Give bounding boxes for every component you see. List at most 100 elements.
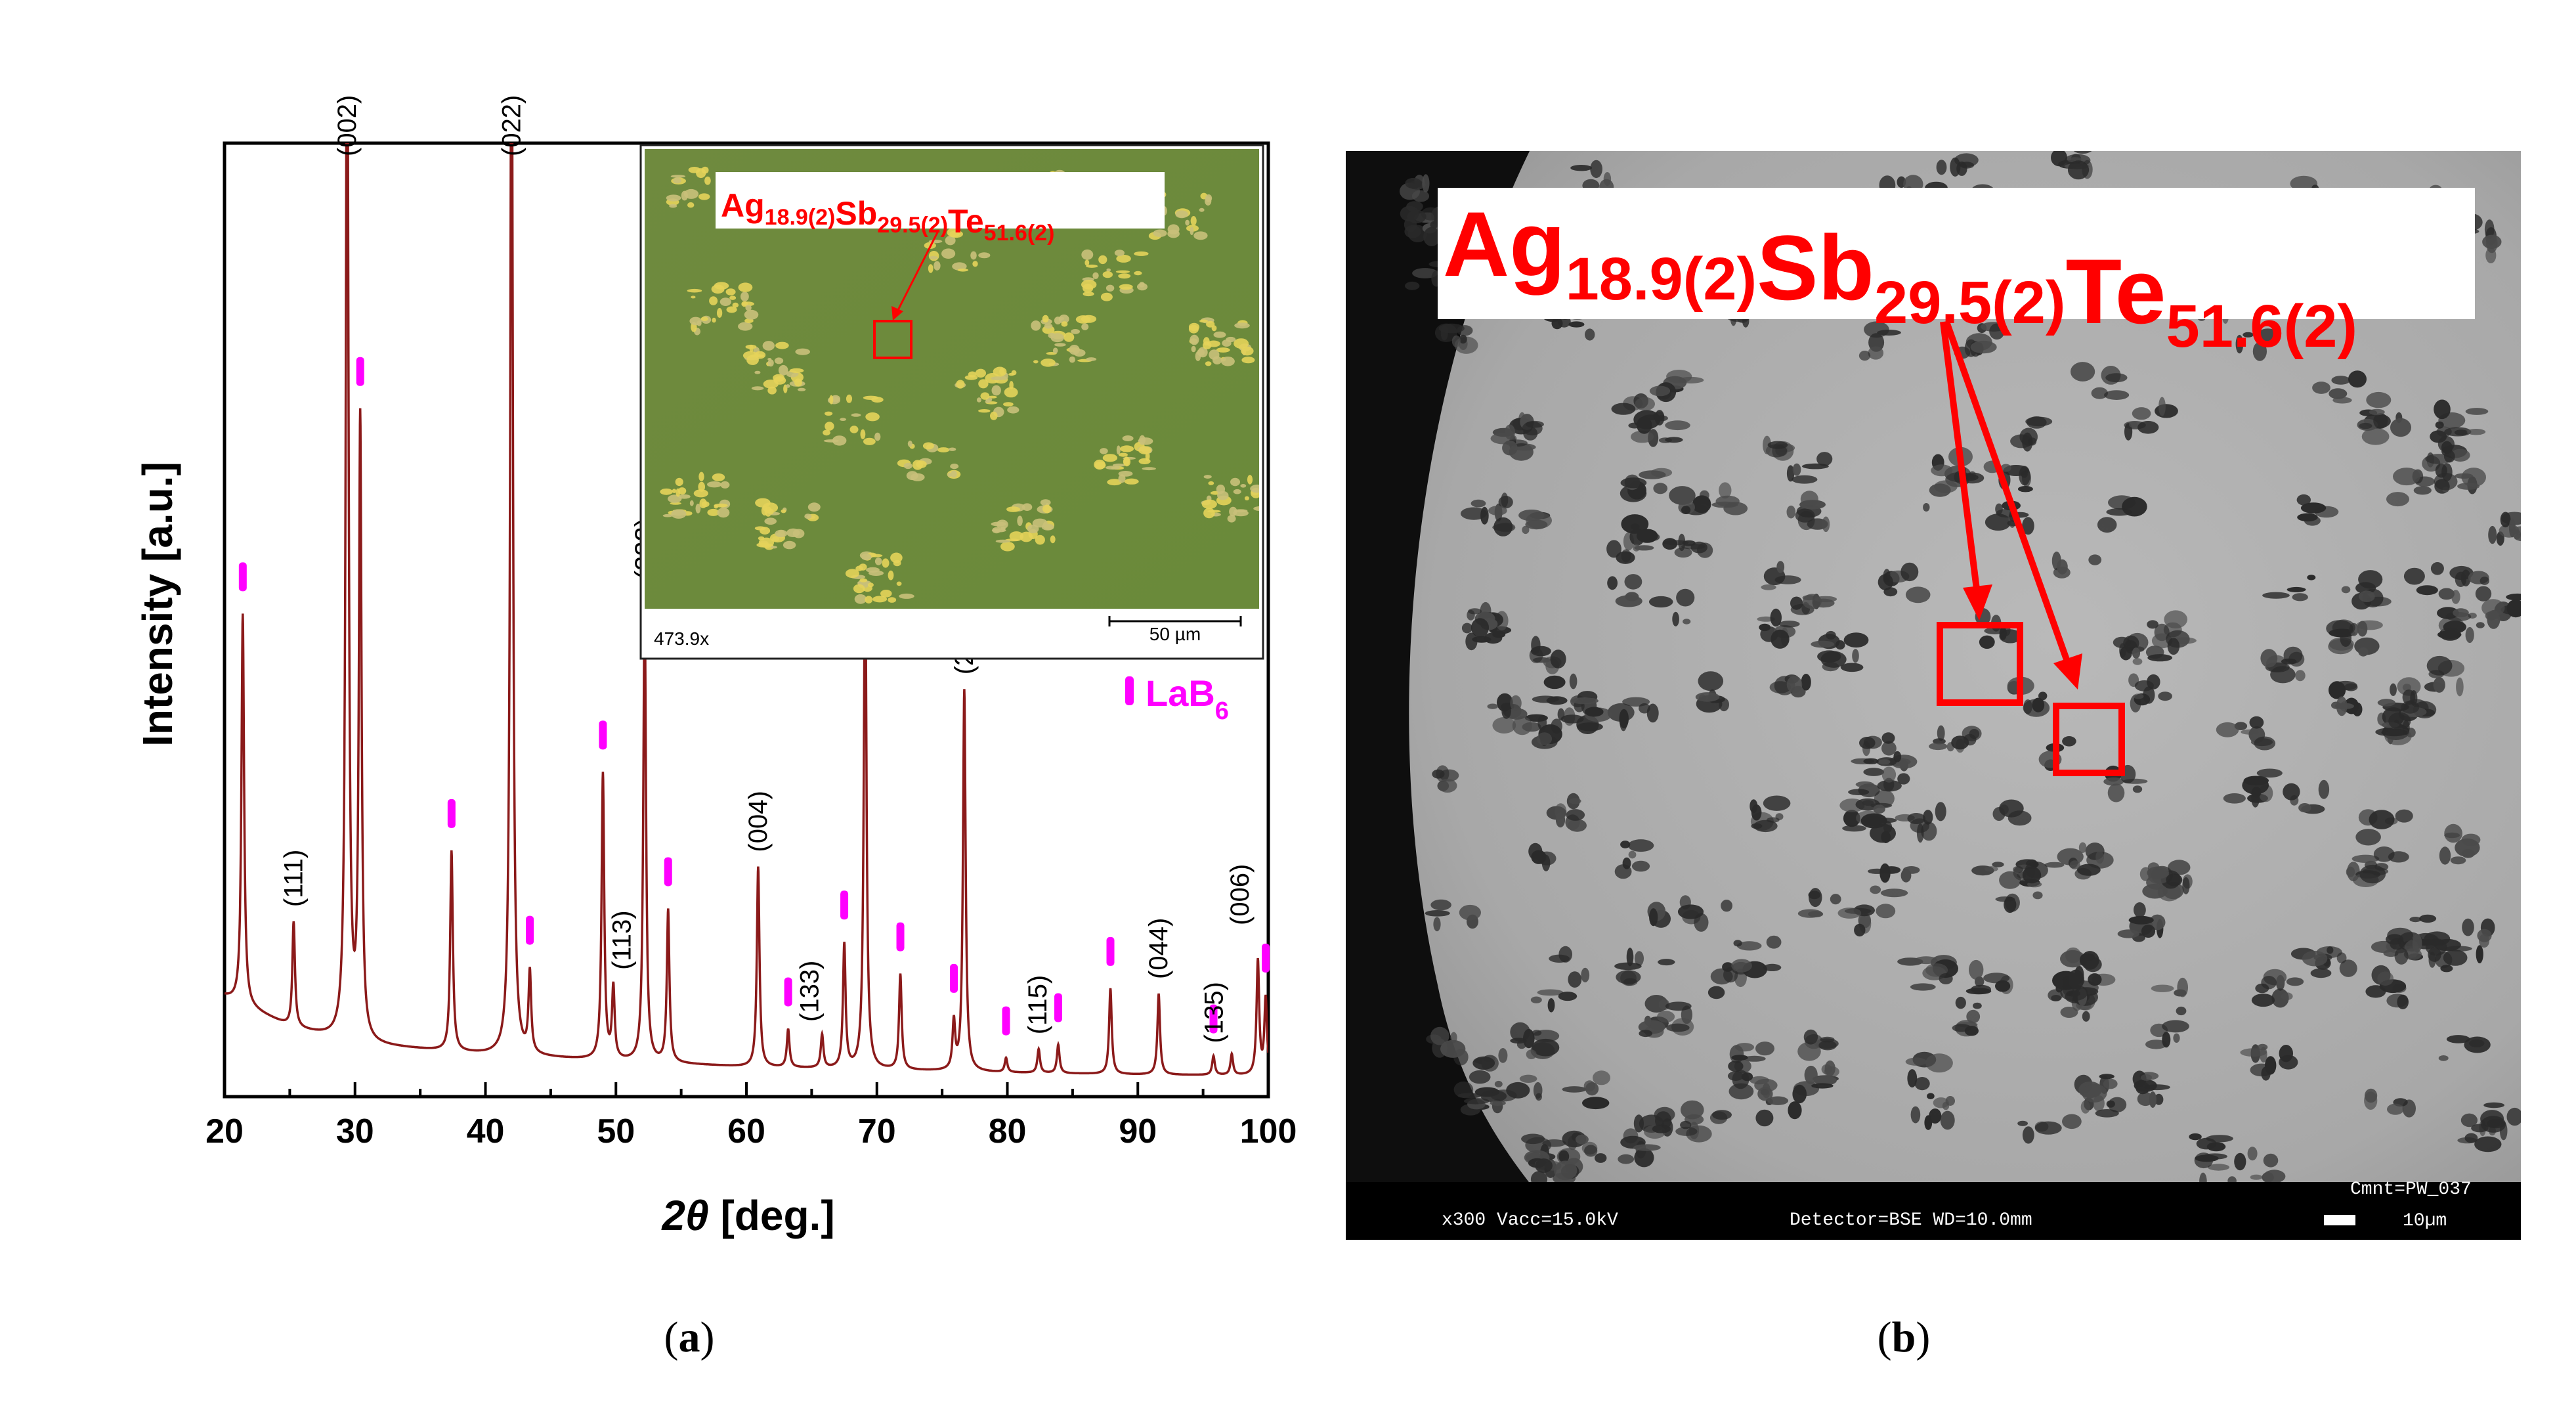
sem-dark-grain	[1786, 676, 1803, 693]
sem-dark-grain	[1411, 190, 1430, 202]
inset-grain	[1137, 282, 1148, 291]
inset-grain	[1061, 321, 1068, 327]
sem-dark-grain	[2005, 893, 2020, 912]
sem-dark-grain	[1763, 795, 1791, 811]
sem-dark-grain	[1692, 496, 1711, 514]
sem-dark-grain	[1558, 1150, 1570, 1163]
sem-dark-grain	[2017, 486, 2033, 493]
inset-grain	[1247, 475, 1253, 485]
sem-dark-grain	[1432, 769, 1445, 779]
inset-grain	[825, 422, 834, 431]
lab6-marker	[840, 890, 849, 920]
inset-grain	[1100, 448, 1108, 454]
inset-grain	[1190, 216, 1197, 226]
inset-grain	[712, 317, 716, 323]
sem-dark-grain	[2240, 1048, 2267, 1057]
inset-grain	[976, 397, 981, 403]
inset-grain	[916, 460, 927, 468]
inset-grain	[865, 412, 880, 422]
sem-dark-grain	[2243, 332, 2254, 338]
sem-dark-grain	[2290, 795, 2299, 806]
sem-dark-grain	[2369, 810, 2395, 829]
inset-grain	[774, 357, 784, 364]
sem-dark-grain	[1676, 588, 1695, 607]
inset-grain	[1098, 255, 1107, 265]
sem-dark-grain	[2474, 1136, 2502, 1152]
inset-grain	[1063, 332, 1075, 342]
sem-dark-grain	[2344, 683, 2358, 691]
sem-dark-grain	[1971, 984, 1992, 994]
sem-dark-grain	[2270, 666, 2296, 684]
sem-dark-grain	[1929, 1108, 1942, 1124]
inset-grain	[1241, 357, 1255, 364]
sem-dark-grain	[1585, 328, 1595, 341]
sem-dark-grain	[2176, 1006, 2187, 1016]
sem-dark-grain	[2027, 416, 2047, 429]
inset-grain	[701, 166, 709, 174]
formula-element: Sb	[835, 195, 877, 232]
sem-dark-grain	[1577, 722, 1603, 732]
sem-dark-grain	[1826, 630, 1836, 640]
sem-dark-grain	[2104, 390, 2130, 400]
x-tick-label: 100	[1240, 1112, 1297, 1150]
inset-grain	[1006, 506, 1020, 512]
sem-dark-grain	[1877, 779, 1902, 792]
inset-grain	[853, 584, 865, 594]
sem-dark-grain	[2377, 699, 2395, 707]
sem-dark-grain	[2450, 449, 2470, 462]
sem-dark-grain	[1631, 860, 1650, 872]
inset-grain	[1142, 467, 1156, 471]
sem-dark-grain	[1778, 621, 1800, 628]
inset-grain	[778, 364, 788, 376]
sem-dark-grain	[1595, 1153, 1607, 1163]
inset-grain	[978, 252, 991, 259]
sem-dark-grain	[2147, 654, 2173, 662]
sem-dark-grain	[1755, 1109, 1774, 1127]
inset-grain	[1240, 484, 1247, 488]
sem-dark-grain	[1633, 1114, 1644, 1133]
inset-grain	[937, 447, 950, 452]
inset-grain	[964, 375, 978, 380]
sem-dark-grain	[2506, 1107, 2521, 1126]
inset-grain	[712, 473, 725, 481]
formula-element: Ag	[721, 187, 765, 224]
sem-dark-grain	[2390, 418, 2411, 437]
sem-dark-grain	[1881, 741, 1897, 756]
sem-status-bar	[1346, 1182, 2521, 1240]
x-axis-ticks: 20 30 40 50 60 70 80 90 100	[205, 1082, 1297, 1150]
inset-grain	[789, 368, 804, 374]
sem-dark-grain	[1719, 482, 1732, 499]
sem-dark-grain	[1843, 632, 1869, 648]
sem-dark-grain	[2484, 219, 2495, 240]
inset-grain	[1222, 340, 1232, 347]
sem-dark-grain	[1558, 946, 1572, 963]
sem-dark-grain	[1843, 810, 1860, 827]
sem-dark-grain	[1662, 538, 1678, 550]
inset-grain	[1167, 229, 1180, 238]
sem-dark-grain	[2514, 533, 2521, 542]
sem-dark-grain	[1618, 1154, 1635, 1164]
inset-grain	[707, 508, 719, 516]
sem-dark-grain	[2312, 382, 2330, 394]
sem-dark-grain	[2485, 247, 2497, 263]
sem-dark-grain	[1555, 812, 1566, 828]
inset-arrow-line	[895, 229, 940, 313]
sem-dark-grain	[1931, 464, 1953, 477]
formula-subscript: 51.6(2)	[2166, 293, 2358, 360]
sem-dark-grain	[2479, 577, 2489, 585]
inset-grain	[950, 464, 959, 470]
inset-grain	[849, 426, 859, 433]
sem-dark-grain	[2457, 1137, 2478, 1144]
y-axis-label: Intensity [a.u.]	[134, 462, 181, 747]
inset-grain	[1124, 478, 1139, 485]
sem-dark-grain	[1751, 823, 1763, 829]
inset-grain	[1021, 503, 1033, 511]
sem-dark-grain	[1741, 1072, 1753, 1082]
sem-dark-grain	[2483, 1102, 2505, 1108]
sem-dark-grain	[1910, 983, 1936, 991]
lab6-marker	[526, 915, 534, 945]
sem-dark-grain	[1532, 1038, 1560, 1057]
inset-grain	[1017, 515, 1023, 526]
sem-dark-grain	[1910, 818, 1930, 833]
sem-dark-grain	[2261, 976, 2277, 990]
